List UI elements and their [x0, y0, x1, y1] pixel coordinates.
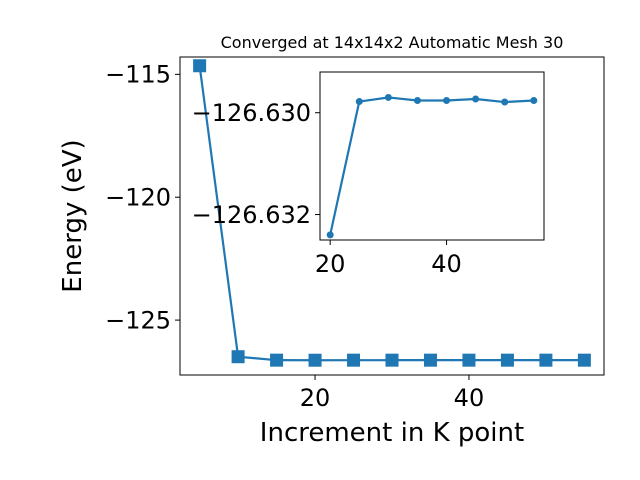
- main-data-point: [231, 350, 245, 364]
- main-x-axis-label: Increment in K point: [260, 418, 524, 448]
- main-data-point: [462, 353, 476, 367]
- inset-x-ticks: 20 40: [315, 240, 462, 278]
- inset-axes: 20 40 −126.632−126.630: [192, 71, 545, 278]
- inset-series: [326, 93, 538, 239]
- main-data-point: [385, 353, 399, 367]
- main-data-point: [193, 59, 207, 73]
- inset-data-point: [472, 95, 480, 103]
- inset-data-point: [413, 97, 421, 105]
- main-data-point: [539, 353, 553, 367]
- inset-x-tick-label: 20: [315, 250, 346, 278]
- main-x-ticks: 20 40: [300, 375, 484, 412]
- main-data-point: [347, 353, 361, 367]
- main-data-point: [270, 353, 284, 367]
- inset-data-point: [501, 98, 509, 106]
- inset-data-point: [530, 97, 538, 105]
- inset-data-point: [355, 98, 363, 106]
- inset-data-point: [326, 231, 334, 239]
- main-data-point: [500, 353, 514, 367]
- main-data-point: [308, 353, 322, 367]
- inset-data-point: [384, 93, 392, 101]
- main-y-ticks: −115 −120 −125: [105, 61, 180, 334]
- main-series: [193, 59, 591, 367]
- inset-y-ticks: −126.632 −126.630: [192, 99, 320, 229]
- main-y-tick-label: −115: [105, 61, 171, 89]
- inset-series-line: [329, 96, 534, 236]
- main-chart-title: Converged at 14x14x2 Automatic Mesh 30: [221, 33, 564, 52]
- main-x-tick-label: 20: [300, 384, 331, 412]
- inset-x-tick-label: 40: [431, 250, 462, 278]
- main-y-axis-label: Energy (eV): [58, 139, 88, 292]
- main-data-point: [423, 353, 437, 367]
- inset-y-tick-label: −126.632: [192, 201, 311, 229]
- inset-y-tick-label: −126.630: [192, 99, 311, 127]
- main-y-tick-label: −120: [105, 184, 171, 212]
- main-data-point: [577, 353, 591, 367]
- main-y-tick-label: −125: [105, 306, 171, 334]
- inset-data-point: [443, 97, 451, 105]
- main-x-tick-label: 40: [454, 384, 485, 412]
- inset-plot-area: [319, 71, 545, 241]
